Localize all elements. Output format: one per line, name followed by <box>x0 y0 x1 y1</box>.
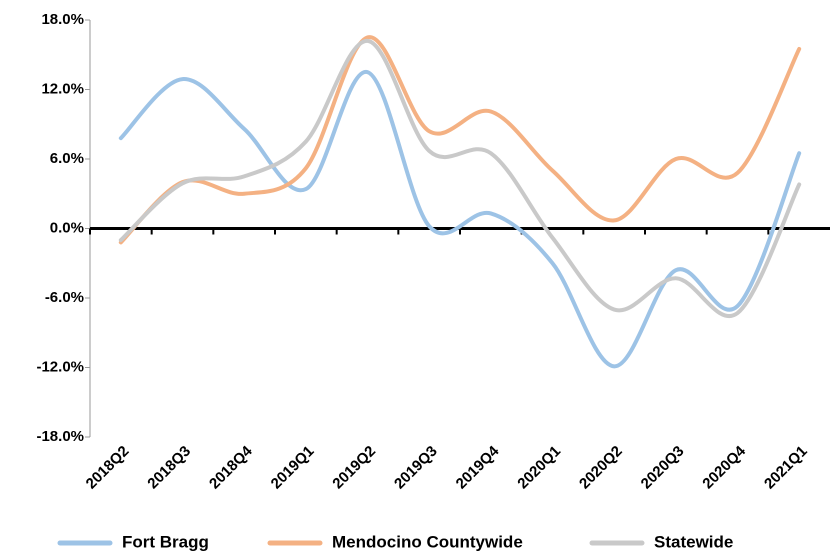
x-tick-label: 2019Q3 <box>391 443 441 493</box>
x-tick-label: 2018Q4 <box>206 442 256 492</box>
x-tick-label: 2018Q3 <box>144 443 194 493</box>
y-tick-label: 18.0% <box>41 11 84 28</box>
x-tick-label: 2020Q2 <box>576 443 626 493</box>
y-tick-label: 0.0% <box>50 219 84 236</box>
x-tick-label: 2020Q4 <box>699 442 749 492</box>
y-tick-label: -18.0% <box>36 428 84 445</box>
x-tick-label: 2020Q3 <box>638 443 688 493</box>
x-tick-label: 2019Q1 <box>268 443 318 493</box>
x-tick-label: 2020Q1 <box>514 443 564 493</box>
series-line <box>118 38 802 318</box>
legend-label: Fort Bragg <box>122 532 209 551</box>
y-tick-label: -12.0% <box>36 358 84 375</box>
y-tick-label: 12.0% <box>41 80 84 97</box>
x-tick-label: 2019Q4 <box>453 442 503 492</box>
x-tick-label: 2021Q1 <box>761 443 811 493</box>
legend-label: Mendocino Countywide <box>332 532 523 551</box>
x-tick-label: 2018Q2 <box>83 443 133 493</box>
x-tick-label: 2019Q2 <box>329 443 379 493</box>
legend-label: Statewide <box>654 532 733 551</box>
series-line <box>118 35 802 245</box>
y-tick-label: -6.0% <box>45 289 84 306</box>
y-tick-label: 6.0% <box>50 150 84 167</box>
series-line <box>118 70 802 369</box>
